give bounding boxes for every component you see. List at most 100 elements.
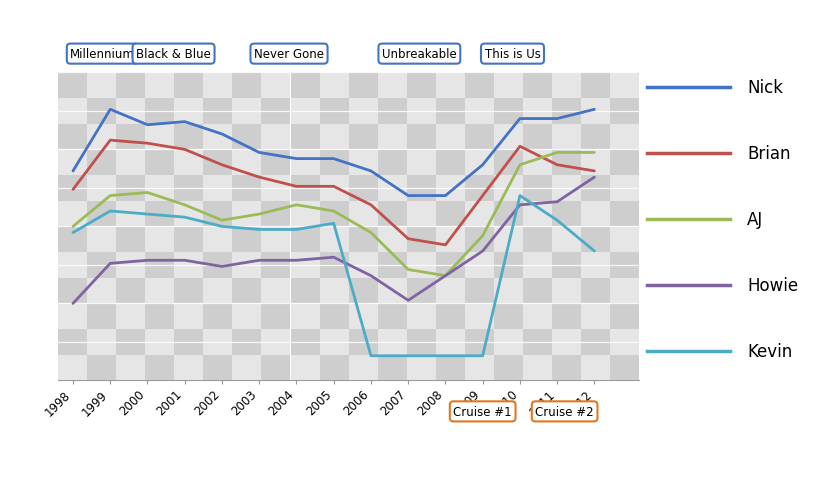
Bar (378, 253, 407, 278)
Bar (116, 355, 145, 381)
Bar (87, 253, 116, 278)
Kevin (329, 221, 339, 227)
AJ (478, 233, 488, 239)
Bar (145, 227, 174, 253)
Bar (610, 278, 639, 304)
Bar (116, 150, 145, 176)
Bar (436, 73, 465, 99)
Bar (261, 253, 290, 278)
Bar (116, 73, 145, 99)
Brian (403, 236, 413, 242)
Howie (143, 258, 153, 264)
Text: Black & Blue: Black & Blue (136, 48, 211, 61)
Bar (407, 278, 436, 304)
Bar (174, 201, 203, 227)
Bar (436, 99, 465, 124)
Bar (552, 99, 581, 124)
Kevin (552, 218, 562, 224)
Bar (320, 124, 349, 150)
Bar (232, 99, 261, 124)
Bar (436, 278, 465, 304)
Nick (180, 120, 190, 125)
Bar (145, 253, 174, 278)
Bar (203, 99, 232, 124)
Line: Brian: Brian (73, 141, 594, 245)
Bar (232, 253, 261, 278)
Bar (58, 99, 87, 124)
Bar (465, 227, 494, 253)
Bar (290, 253, 320, 278)
Howie (589, 175, 599, 181)
Bar (610, 150, 639, 176)
Howie (105, 261, 115, 267)
Text: Millennium: Millennium (71, 48, 135, 61)
Bar (407, 73, 436, 99)
Bar (174, 73, 203, 99)
Bar (581, 278, 610, 304)
Bar (552, 253, 581, 278)
Bar (290, 329, 320, 355)
Bar (378, 176, 407, 201)
Kevin (217, 224, 227, 230)
Bar (145, 99, 174, 124)
Bar (174, 227, 203, 253)
Bar (232, 201, 261, 227)
Bar (116, 99, 145, 124)
Nick (403, 193, 413, 199)
Bar (349, 176, 378, 201)
Bar (552, 150, 581, 176)
Bar (436, 124, 465, 150)
Line: AJ: AJ (73, 153, 594, 276)
Howie (68, 301, 78, 307)
Bar (523, 227, 552, 253)
Bar (116, 253, 145, 278)
Bar (58, 304, 87, 329)
Bar (436, 355, 465, 381)
Nick (366, 169, 376, 175)
Text: Never Gone: Never Gone (254, 48, 324, 61)
Bar (494, 329, 523, 355)
Howie (291, 258, 301, 264)
Bar (494, 355, 523, 381)
Howie (329, 255, 339, 261)
Bar (58, 355, 87, 381)
Howie (366, 273, 376, 279)
Nick (478, 163, 488, 168)
Bar (378, 150, 407, 176)
Bar (610, 227, 639, 253)
Howie (478, 248, 488, 254)
Bar (261, 227, 290, 253)
Howie (180, 258, 190, 264)
Howie (403, 298, 413, 304)
Bar (523, 278, 552, 304)
Bar (261, 355, 290, 381)
Bar (145, 124, 174, 150)
Bar (610, 304, 639, 329)
Bar (203, 176, 232, 201)
Bar (581, 73, 610, 99)
Bar (116, 329, 145, 355)
Brian (143, 141, 153, 147)
Bar (407, 329, 436, 355)
Text: AJ: AJ (747, 211, 764, 228)
Bar (465, 304, 494, 329)
Bar (465, 150, 494, 176)
Bar (494, 278, 523, 304)
Bar (378, 329, 407, 355)
Bar (320, 278, 349, 304)
Bar (581, 329, 610, 355)
Brian (589, 169, 599, 175)
Bar (581, 227, 610, 253)
Nick (441, 193, 451, 199)
Nick (515, 117, 525, 122)
Bar (87, 355, 116, 381)
Bar (145, 73, 174, 99)
Bar (320, 176, 349, 201)
Bar (552, 201, 581, 227)
Bar (290, 99, 320, 124)
Bar (523, 304, 552, 329)
Bar (290, 355, 320, 381)
Bar (523, 73, 552, 99)
Bar (174, 253, 203, 278)
Brian (366, 203, 376, 208)
